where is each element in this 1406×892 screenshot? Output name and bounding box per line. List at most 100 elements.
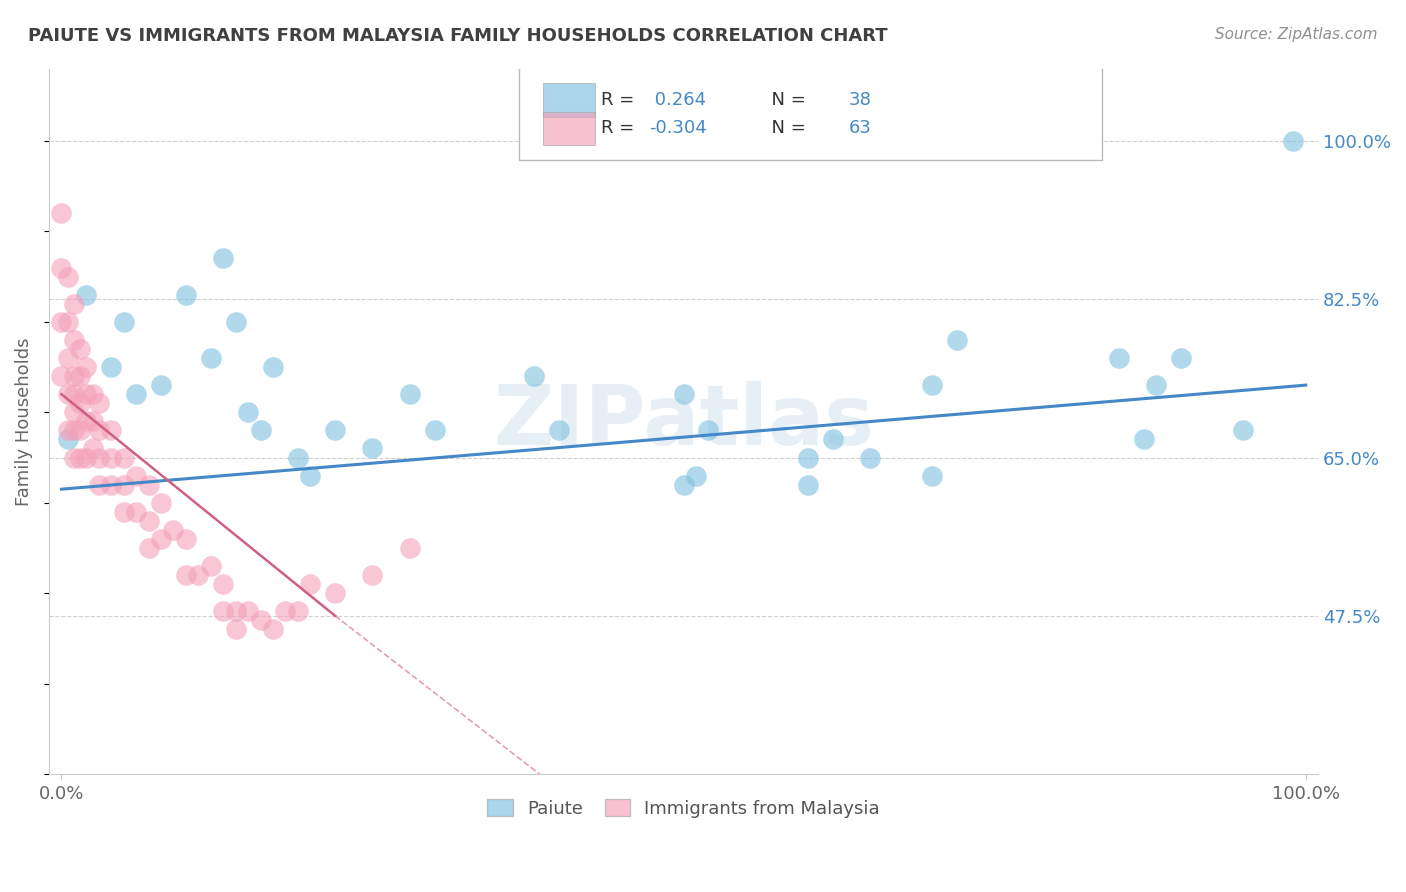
Point [685, 468, 707, 483]
Text: 0.264: 0.264 [650, 91, 706, 109]
FancyBboxPatch shape [543, 112, 595, 145]
Legend: Paiute, Immigrants from Malaysia: Paiute, Immigrants from Malaysia [479, 792, 887, 825]
Point [63, 387, 86, 401]
Point [1133, 433, 1156, 447]
Point [51, 260, 73, 275]
Point [56, 351, 79, 365]
Point [87, 396, 110, 410]
Point [299, 577, 322, 591]
Point [51, 369, 73, 384]
Point [1232, 423, 1254, 437]
Point [859, 450, 882, 465]
Text: ZIPatlas: ZIPatlas [494, 381, 875, 462]
Text: 63: 63 [849, 120, 872, 137]
Point [112, 315, 135, 329]
Point [262, 359, 284, 374]
FancyBboxPatch shape [519, 65, 1102, 161]
Point [162, 523, 184, 537]
Point [212, 604, 235, 618]
Point [69, 396, 91, 410]
Point [946, 333, 969, 347]
Point [63, 450, 86, 465]
Point [63, 405, 86, 419]
Point [174, 568, 197, 582]
Point [361, 568, 384, 582]
Point [200, 559, 222, 574]
Point [287, 604, 309, 618]
Point [1144, 378, 1167, 392]
Point [274, 604, 297, 618]
Point [125, 505, 148, 519]
Point [225, 623, 247, 637]
Point [672, 477, 695, 491]
Point [249, 613, 271, 627]
Point [75, 287, 97, 301]
Point [149, 378, 172, 392]
Point [100, 477, 122, 491]
Point [82, 442, 104, 456]
Point [69, 423, 91, 437]
Point [75, 359, 97, 374]
Point [212, 252, 235, 266]
Point [1282, 134, 1305, 148]
Point [125, 468, 148, 483]
Point [921, 468, 943, 483]
Point [797, 450, 820, 465]
Point [174, 532, 197, 546]
Point [212, 577, 235, 591]
Point [100, 450, 122, 465]
Point [361, 442, 384, 456]
Point [63, 333, 86, 347]
FancyBboxPatch shape [543, 83, 595, 117]
Point [63, 423, 86, 437]
Point [87, 423, 110, 437]
Point [51, 206, 73, 220]
Point [1170, 351, 1192, 365]
Point [69, 450, 91, 465]
Point [56, 269, 79, 284]
Point [287, 450, 309, 465]
Point [523, 369, 546, 384]
Point [51, 315, 73, 329]
Point [75, 387, 97, 401]
Point [138, 514, 160, 528]
Point [56, 423, 79, 437]
Point [672, 387, 695, 401]
Text: PAIUTE VS IMMIGRANTS FROM MALAYSIA FAMILY HOUSEHOLDS CORRELATION CHART: PAIUTE VS IMMIGRANTS FROM MALAYSIA FAMIL… [28, 27, 887, 45]
Point [236, 604, 259, 618]
Point [125, 387, 148, 401]
Text: N =: N = [759, 91, 811, 109]
Text: R =: R = [600, 120, 640, 137]
Point [75, 414, 97, 428]
Point [423, 423, 446, 437]
Point [112, 477, 135, 491]
Point [299, 468, 322, 483]
Point [82, 414, 104, 428]
Point [56, 315, 79, 329]
Point [56, 433, 79, 447]
Point [548, 423, 571, 437]
Point [69, 369, 91, 384]
Point [63, 369, 86, 384]
Text: R =: R = [600, 91, 640, 109]
Point [69, 342, 91, 356]
Point [225, 315, 247, 329]
Y-axis label: Family Households: Family Households [15, 337, 32, 506]
Point [112, 505, 135, 519]
Point [138, 541, 160, 555]
Text: N =: N = [759, 120, 811, 137]
Point [187, 568, 209, 582]
Point [921, 378, 943, 392]
Point [797, 477, 820, 491]
Point [200, 351, 222, 365]
Point [75, 450, 97, 465]
Point [149, 532, 172, 546]
Point [63, 296, 86, 310]
Point [236, 405, 259, 419]
Point [100, 359, 122, 374]
Point [174, 287, 197, 301]
Point [138, 477, 160, 491]
Point [323, 586, 346, 600]
Point [1108, 351, 1130, 365]
Point [323, 423, 346, 437]
